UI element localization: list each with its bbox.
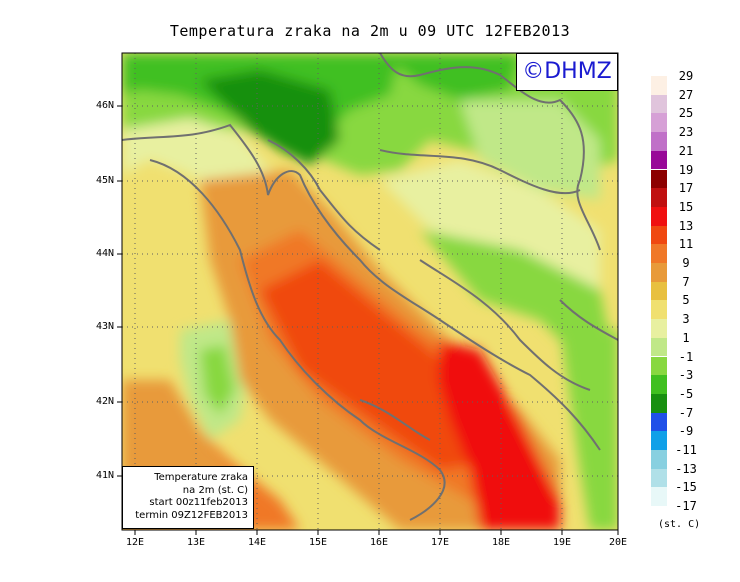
legend-color-box xyxy=(651,263,667,282)
legend-color-box xyxy=(651,76,667,95)
legend-color-box xyxy=(651,150,667,170)
lon-label: 15E xyxy=(308,537,328,548)
axis-ticks xyxy=(117,105,619,535)
legend-color-box xyxy=(651,300,667,320)
legend-label: -3 xyxy=(678,368,694,383)
legend-label: -17 xyxy=(675,499,697,514)
legend-color-box xyxy=(651,375,667,394)
legend-label: -9 xyxy=(678,424,694,439)
legend-color-box xyxy=(651,244,667,263)
legend-color-box xyxy=(651,206,667,226)
legend-label: -15 xyxy=(675,480,697,495)
lon-label: 12E xyxy=(125,537,145,548)
legend-color-box xyxy=(651,337,667,357)
lon-label: 16E xyxy=(369,537,389,548)
legend-color-box xyxy=(651,487,667,507)
lat-label: 45N xyxy=(95,175,114,186)
lat-label: 42N xyxy=(95,396,114,407)
lon-label: 18E xyxy=(491,537,511,548)
legend-label: 1 xyxy=(682,330,690,345)
lat-label: 43N xyxy=(95,321,114,332)
legend-unit: (st. C) xyxy=(658,519,701,530)
legend-label: 9 xyxy=(682,256,690,270)
lon-label: 13E xyxy=(186,537,206,548)
legend-label: 11 xyxy=(678,237,694,252)
dhmz-logo: ©DHMZ xyxy=(516,53,618,91)
info-line: termin 09Z12FEB2013 xyxy=(135,509,248,521)
legend-color-box xyxy=(651,113,667,133)
legend-color-box xyxy=(651,225,667,245)
legend-color-box xyxy=(651,169,667,189)
legend-label: 7 xyxy=(682,274,690,289)
legend-label: -13 xyxy=(675,461,697,476)
map-frame xyxy=(121,52,619,531)
lon-label: 14E xyxy=(247,537,267,548)
legend-label: 23 xyxy=(678,125,694,140)
info-line: na 2m (st. C) xyxy=(182,484,248,496)
lat-label: 44N xyxy=(95,248,114,259)
info-line: Temperature zraka xyxy=(154,472,248,483)
legend-color-box xyxy=(651,188,667,207)
legend-label: 27 xyxy=(678,87,694,102)
legend-label: -7 xyxy=(678,405,694,420)
legend-color-box xyxy=(651,319,667,338)
legend-label: 13 xyxy=(678,218,694,233)
legend-color-box xyxy=(651,431,667,450)
legend-label: -11 xyxy=(675,443,697,457)
legend-label: 3 xyxy=(682,312,690,327)
info-box: Temperature zraka na 2m (st. C) start 00… xyxy=(122,466,254,529)
legend-label: 15 xyxy=(678,199,694,214)
legend-label: 19 xyxy=(678,162,694,177)
legend-color-box xyxy=(651,94,667,114)
info-line: start 00z11feb2013 xyxy=(149,497,248,508)
legend-label: 17 xyxy=(678,181,694,196)
legend-color-box xyxy=(651,468,667,488)
lat-label: 46N xyxy=(95,100,114,111)
coastlines xyxy=(122,53,618,521)
legend-color-box xyxy=(651,393,667,413)
legend-color-box xyxy=(651,412,667,432)
legend-color-box xyxy=(651,450,667,469)
legend-label: 25 xyxy=(678,106,694,121)
legend-label: 29 xyxy=(678,69,694,83)
legend-color-box xyxy=(651,356,667,376)
legend-color-box xyxy=(651,132,667,151)
legend-label: 21 xyxy=(678,143,694,158)
lon-label: 17E xyxy=(430,537,450,548)
legend-label: -5 xyxy=(678,386,694,401)
legend-label: 5 xyxy=(682,293,690,308)
lon-label: 20E xyxy=(608,537,628,548)
lon-label: 19E xyxy=(552,537,572,548)
lat-label: 41N xyxy=(95,470,114,481)
legend-label: -1 xyxy=(678,349,694,364)
legend-color-box xyxy=(651,281,667,301)
map-title: Temperatura zraka na 2m u 09 UTC 12FEB20… xyxy=(169,22,571,40)
